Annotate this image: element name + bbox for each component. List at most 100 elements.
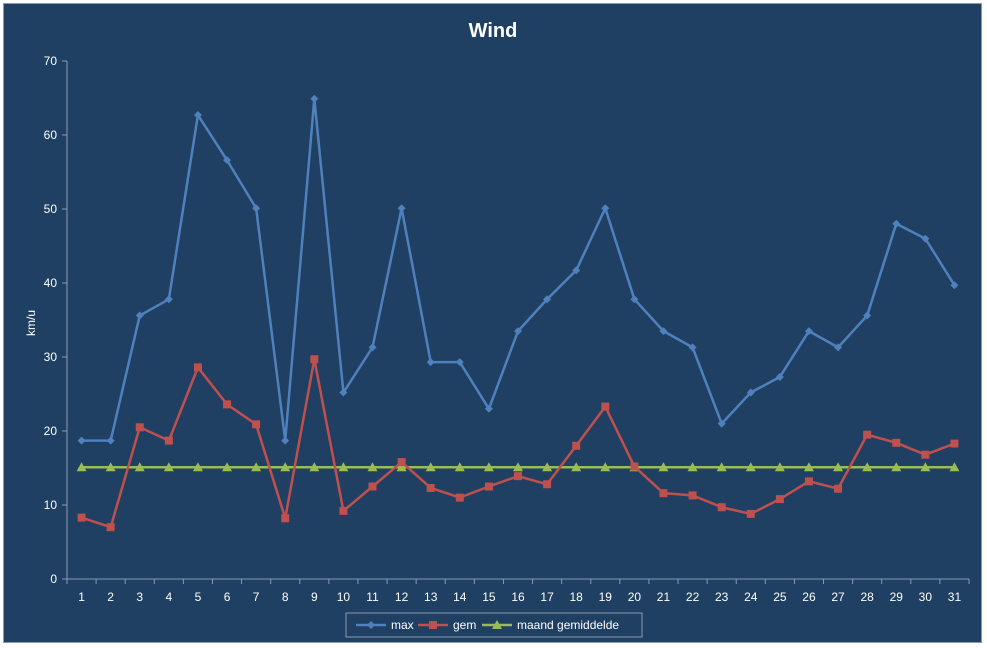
data-point-max: [397, 204, 406, 213]
x-tick-label: 1: [78, 590, 85, 604]
data-point-max: [659, 327, 668, 336]
data-point-gem: [426, 483, 435, 492]
chart-title: Wind: [469, 20, 518, 42]
chart-area: [3, 3, 982, 643]
data-point-max: [863, 311, 872, 320]
data-point-max: [339, 388, 348, 397]
data-point-gem: [601, 402, 610, 411]
data-point-gem: [281, 514, 290, 523]
data-point-max: [950, 281, 959, 290]
data-point-gem: [455, 493, 464, 502]
data-point-maand-gemiddelde: [338, 462, 349, 472]
data-point-maand-gemiddelde: [833, 462, 844, 472]
data-point-max: [223, 156, 232, 165]
x-tick-label: 20: [628, 590, 642, 604]
data-point-gem: [921, 450, 930, 459]
data-point-max: [804, 327, 813, 336]
series-max: [77, 94, 959, 445]
series-line-max: [81, 97, 956, 442]
x-tick-label: 30: [919, 590, 933, 604]
data-point-max: [135, 311, 144, 320]
data-point-maand-gemiddelde: [513, 462, 523, 472]
x-tick-label: 21: [657, 590, 671, 604]
y-tick-label: 30: [44, 350, 58, 364]
x-tick-label: 11: [366, 590, 379, 604]
data-point-gem: [950, 439, 959, 448]
x-tick-label: 6: [224, 590, 231, 604]
data-point-maand-gemiddelde: [571, 462, 582, 472]
x-tick-label: 15: [482, 590, 496, 604]
x-tick-label: 29: [890, 590, 904, 604]
data-point-maand-gemiddelde: [891, 462, 902, 472]
data-point-maand-gemiddelde: [222, 462, 233, 472]
x-tick-label: 12: [395, 590, 409, 604]
data-point-maand-gemiddelde: [716, 462, 727, 472]
data-point-gem: [368, 482, 377, 491]
x-tick-label: 19: [599, 590, 613, 604]
data-point-maand-gemiddelde: [862, 462, 873, 472]
legend-label-gem: gem: [453, 618, 476, 632]
data-point-maand-gemiddelde: [774, 462, 785, 472]
data-point-gem: [834, 484, 843, 493]
data-point-maand-gemiddelde: [454, 462, 465, 472]
data-point-gem: [77, 513, 86, 522]
data-point-gem: [863, 430, 872, 439]
data-point-gem: [223, 400, 232, 409]
data-point-gem: [514, 472, 522, 481]
data-point-max: [426, 358, 435, 367]
data-point-gem: [572, 441, 581, 450]
data-point-max: [252, 204, 261, 213]
data-point-gem: [135, 423, 144, 432]
y-tick-label: 50: [44, 202, 58, 216]
x-tick-label: 25: [773, 590, 787, 604]
data-point-max: [543, 295, 552, 304]
x-tick-label: 24: [744, 590, 758, 604]
x-tick-label: 10: [337, 590, 351, 604]
data-point-max: [572, 266, 581, 275]
data-point-max: [921, 234, 930, 243]
x-tick-label: 18: [570, 590, 584, 604]
legend-box: [345, 612, 643, 638]
data-point-maand-gemiddelde: [163, 462, 174, 472]
data-point-maand-gemiddelde: [542, 462, 553, 472]
data-point-max: [455, 358, 464, 367]
y-tick-label: 70: [44, 54, 58, 68]
x-tick-label: 7: [253, 590, 260, 604]
y-tick-label: 0: [50, 572, 57, 586]
data-point-maand-gemiddelde: [949, 462, 960, 472]
series-maand-gemiddelde: [76, 462, 960, 472]
data-point-max: [106, 436, 115, 445]
x-tick-label: 28: [860, 590, 874, 604]
data-point-maand-gemiddelde: [425, 462, 436, 472]
y-axis-label: km/u: [24, 310, 38, 336]
data-point-gem: [688, 491, 697, 500]
data-point-maand-gemiddelde: [396, 462, 407, 472]
y-tick-label: 60: [44, 128, 58, 142]
data-point-gem: [164, 436, 173, 445]
series-layer: [76, 94, 960, 532]
data-point-gem: [892, 438, 901, 447]
data-point-maand-gemiddelde: [687, 462, 698, 472]
x-tick-label: 22: [686, 590, 700, 604]
y-tick-label: 40: [44, 276, 58, 290]
x-tick-label: 2: [107, 590, 114, 604]
data-point-maand-gemiddelde: [134, 462, 145, 472]
data-point-max: [514, 327, 522, 336]
x-tick-label: 26: [802, 590, 816, 604]
y-tick-label: 10: [44, 498, 58, 512]
data-point-maand-gemiddelde: [658, 462, 669, 472]
legend-marker-maand-gemiddelde: [492, 620, 502, 629]
data-point-gem: [106, 523, 115, 532]
data-point-max: [77, 436, 86, 445]
y-tick-label: 20: [44, 424, 58, 438]
x-tick-label: 4: [165, 590, 172, 604]
data-point-maand-gemiddelde: [483, 462, 494, 472]
data-point-gem: [310, 355, 319, 364]
data-point-max: [892, 219, 901, 228]
data-point-gem: [746, 509, 755, 518]
series-line-gem: [81, 357, 955, 529]
legend-label-maand-gemiddelde: maand gemiddelde: [517, 618, 619, 632]
legend-marker-max: [367, 621, 375, 629]
data-point-maand-gemiddelde: [280, 462, 291, 472]
